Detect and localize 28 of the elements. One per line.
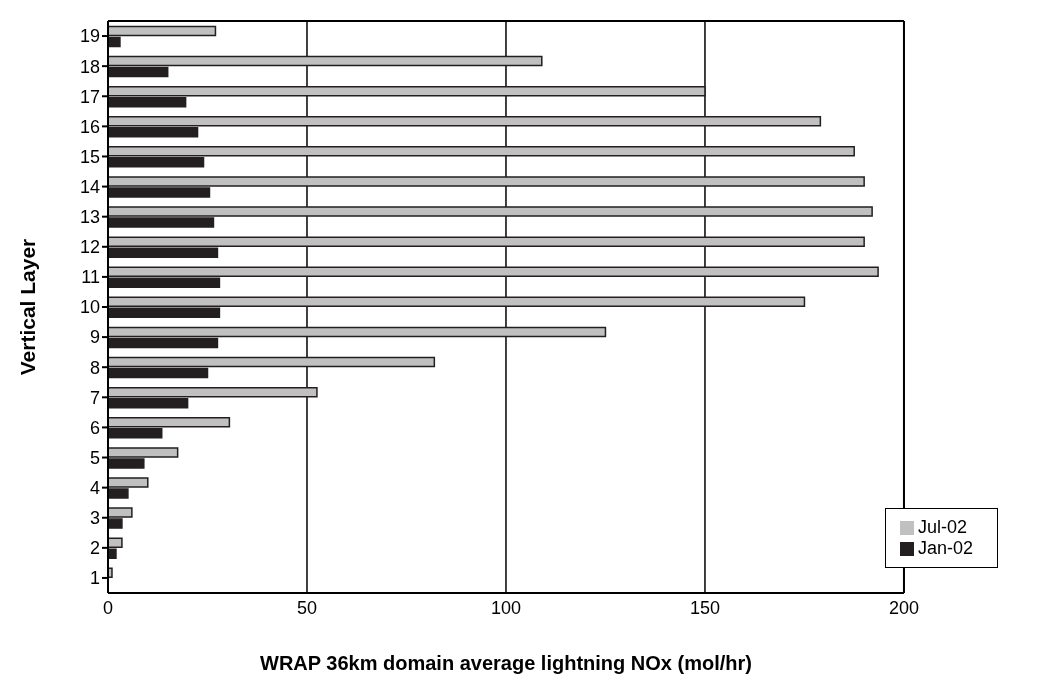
y-tick-label: 6 [89, 417, 100, 438]
y-tick-label: 16 [79, 116, 100, 137]
legend-label: Jan-02 [917, 538, 973, 558]
x-axis-title: WRAP 36km domain average lightning NOx (mol/hr) [260, 652, 752, 674]
y-tick-label: 2 [89, 538, 100, 559]
y-tick-label: 7 [89, 387, 100, 408]
legend-label: Jul-02 [917, 517, 967, 537]
x-tick-label: 100 [490, 597, 521, 618]
y-tick-label: 8 [89, 357, 100, 378]
y-tick-label: 11 [81, 267, 100, 288]
y-tick-label: 3 [89, 508, 100, 529]
y-tick-label: 5 [89, 447, 100, 468]
y-tick-label: 13 [79, 207, 100, 228]
y-tick-label: 17 [79, 86, 100, 107]
x-tick-label: 50 [296, 597, 317, 618]
y-tick-label: 1 [89, 568, 100, 589]
y-tick-label: 12 [79, 237, 100, 258]
y-tick-label: 14 [79, 176, 100, 197]
y-tick-label: 10 [79, 297, 100, 318]
x-tick-label: 0 [102, 597, 114, 618]
y-tick-label: 4 [89, 478, 100, 499]
x-tick-label: 150 [689, 597, 720, 618]
y-tick-label: 15 [79, 146, 100, 167]
y-tick-label: 18 [79, 56, 100, 77]
y-tick-label: 19 [79, 26, 100, 47]
y-tick-label: 9 [89, 327, 100, 348]
x-tick-label: 200 [888, 597, 919, 618]
y-axis-title: Vertical Layer [16, 238, 40, 376]
